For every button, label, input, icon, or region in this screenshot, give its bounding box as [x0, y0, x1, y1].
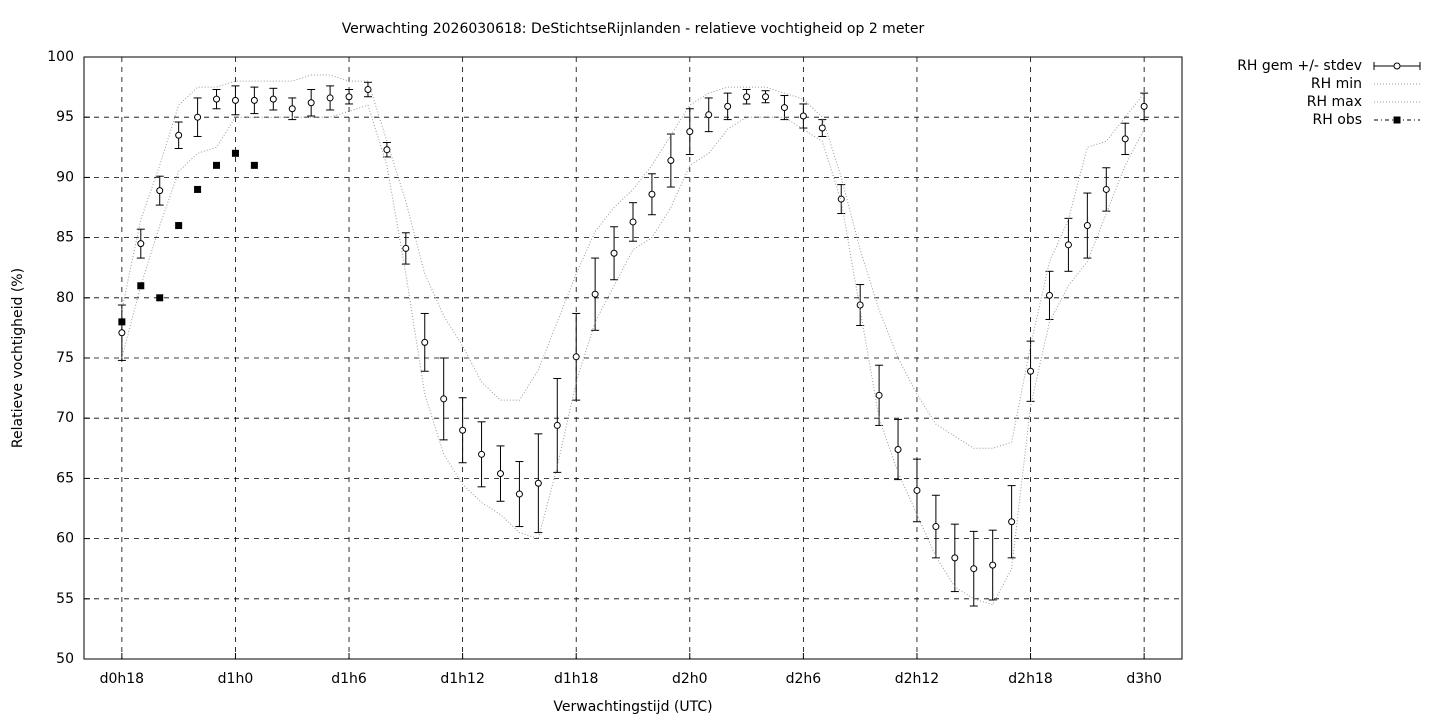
chart-title: Verwachting 2026030618: DeStichtseRijnla…	[342, 21, 925, 37]
point	[837, 195, 845, 203]
point	[572, 353, 580, 361]
point	[875, 391, 883, 399]
x-tick-label: d1h0	[218, 671, 254, 687]
obs-point	[250, 161, 258, 169]
point	[383, 146, 391, 154]
point	[118, 329, 126, 337]
y-tick-label: 95	[56, 109, 74, 125]
y-tick-label: 80	[56, 290, 74, 306]
y-tick-label: 100	[47, 49, 74, 65]
point	[478, 450, 486, 458]
point	[818, 124, 826, 132]
point	[326, 94, 334, 102]
point	[913, 486, 921, 494]
point	[156, 187, 164, 195]
point	[648, 190, 656, 198]
point	[1121, 135, 1129, 143]
point	[629, 218, 637, 226]
legend-label: RH obs	[1313, 112, 1362, 128]
point	[1045, 291, 1053, 299]
point	[780, 104, 788, 112]
point	[402, 244, 410, 252]
point	[686, 128, 694, 136]
point	[1140, 102, 1148, 110]
point	[175, 131, 183, 139]
point	[137, 240, 145, 248]
point	[799, 112, 807, 120]
obs-point	[156, 294, 164, 302]
obs-point	[118, 318, 126, 326]
x-tick-label: d3h0	[1126, 671, 1162, 687]
y-tick-label: 75	[56, 350, 74, 366]
y-tick-label: 65	[56, 470, 74, 486]
point	[762, 93, 770, 101]
point	[345, 93, 353, 101]
legend-label: RH min	[1311, 76, 1362, 92]
point	[989, 561, 997, 569]
point	[667, 157, 675, 165]
point	[610, 249, 618, 257]
x-tick-label: d0h18	[100, 671, 144, 687]
point	[932, 523, 940, 531]
point	[440, 395, 448, 403]
point	[288, 105, 296, 113]
point	[213, 95, 221, 103]
obs-point	[175, 222, 183, 230]
x-tick-label: d1h18	[554, 671, 598, 687]
y-tick-label: 70	[56, 410, 74, 426]
point	[250, 96, 258, 104]
x-tick-label: d2h0	[672, 671, 708, 687]
point	[1102, 185, 1110, 193]
point	[1064, 241, 1072, 249]
point	[591, 290, 599, 298]
point	[970, 565, 978, 573]
x-tick-label: d2h12	[895, 671, 939, 687]
x-tick-label: d1h6	[331, 671, 367, 687]
line	[121, 74, 1145, 449]
y-tick-label: 60	[56, 531, 74, 547]
point	[515, 490, 523, 498]
point	[705, 111, 713, 119]
legend-marker	[1393, 116, 1401, 124]
point	[1083, 222, 1091, 230]
point	[194, 113, 202, 121]
point	[951, 554, 959, 562]
point	[534, 479, 542, 487]
y-tick-label: 85	[56, 230, 74, 246]
point	[307, 99, 315, 107]
point	[421, 338, 429, 346]
line	[121, 104, 1145, 606]
y-tick-label: 55	[56, 591, 74, 607]
point	[269, 95, 277, 103]
x-tick-label: d1h12	[440, 671, 484, 687]
x-axis-label: Verwachtingstijd (UTC)	[553, 699, 712, 715]
obs-point	[231, 149, 239, 157]
point	[459, 426, 467, 434]
point	[364, 86, 372, 94]
legend-marker	[1393, 62, 1401, 70]
y-tick-label: 90	[56, 169, 74, 185]
legend-label: RH gem +/- stdev	[1237, 58, 1362, 74]
point	[553, 421, 561, 429]
obs-point	[213, 161, 221, 169]
point	[1008, 518, 1016, 526]
legend-label: RH max	[1307, 94, 1362, 110]
point	[894, 446, 902, 454]
point	[1027, 367, 1035, 375]
point	[496, 470, 504, 478]
point	[231, 96, 239, 104]
y-axis-label: Relatieve vochtigheid (%)	[10, 268, 26, 448]
y-tick-label: 50	[56, 651, 74, 667]
point	[743, 93, 751, 101]
obs-point	[194, 185, 202, 193]
obs-point	[137, 282, 145, 290]
point	[724, 102, 732, 110]
x-tick-label: d2h18	[1008, 671, 1052, 687]
x-tick-label: d2h6	[786, 671, 822, 687]
